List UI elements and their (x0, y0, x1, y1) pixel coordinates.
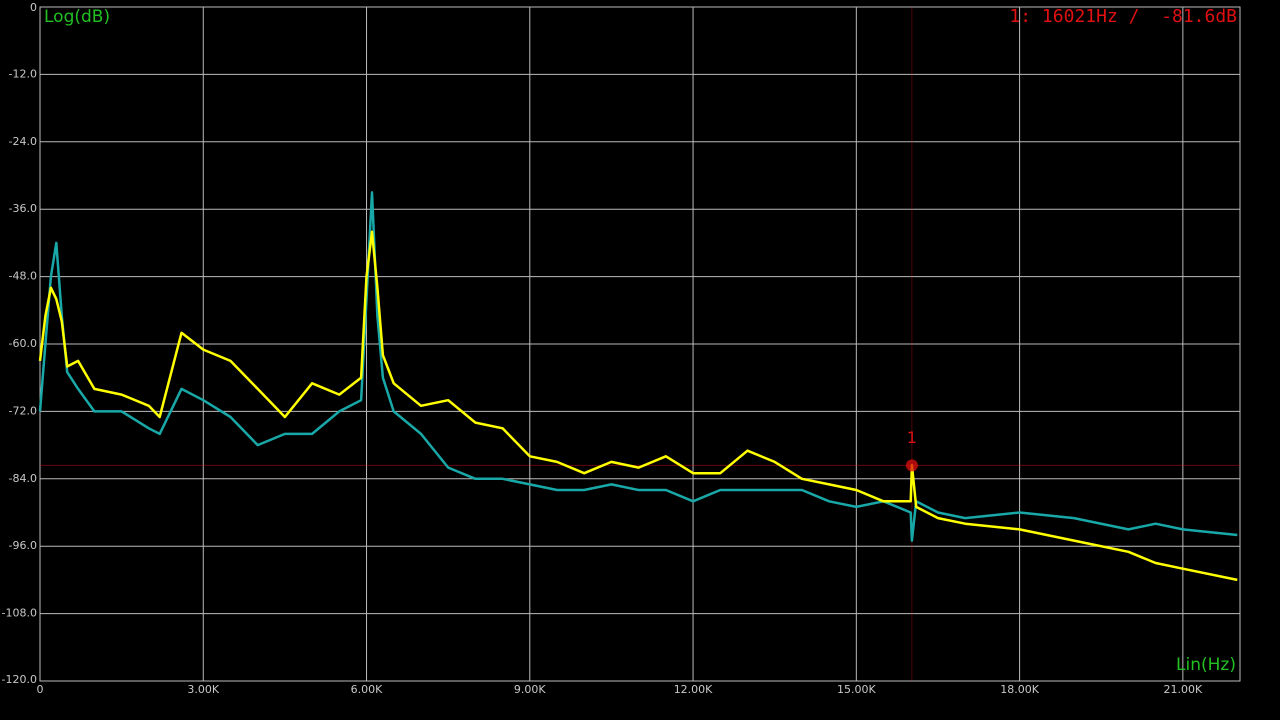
y-tick-label: -12.0 (9, 67, 37, 80)
x-tick-label: 9.00K (514, 683, 546, 696)
spectrum-line (38, 230, 1238, 582)
y-tick-label: -36.0 (9, 202, 37, 215)
x-tick-label: 6.00K (351, 683, 383, 696)
x-tick-label: 15.00K (837, 683, 876, 696)
marker-point (905, 459, 918, 472)
x-tick-label: 21.00K (1163, 683, 1202, 696)
y-tick-label: -60.0 (9, 337, 37, 350)
x-axis-label: Lin(Hz) (1176, 655, 1236, 675)
y-tick-label: -72.0 (9, 404, 37, 417)
y-tick-label: -120.0 (2, 673, 37, 686)
x-tick-label: 12.00K (674, 683, 713, 696)
marker-label: 1 (907, 428, 917, 447)
y-tick-label: 0 (30, 1, 37, 14)
y-tick-label: -108.0 (2, 607, 37, 620)
y-tick-label: -48.0 (9, 270, 37, 283)
y-axis-label: Log(dB) (44, 7, 110, 27)
y-tick-label: -24.0 (9, 135, 37, 148)
y-tick-label: -84.0 (9, 472, 37, 485)
spectrum-line (38, 191, 1238, 542)
x-tick-label: 0 (37, 683, 44, 696)
x-tick-label: 3.00K (187, 683, 219, 696)
y-tick-label: -96.0 (9, 539, 37, 552)
x-tick-label: 18.00K (1000, 683, 1039, 696)
marker-readout: 1: 16021Hz / -81.6dB (1009, 6, 1237, 27)
